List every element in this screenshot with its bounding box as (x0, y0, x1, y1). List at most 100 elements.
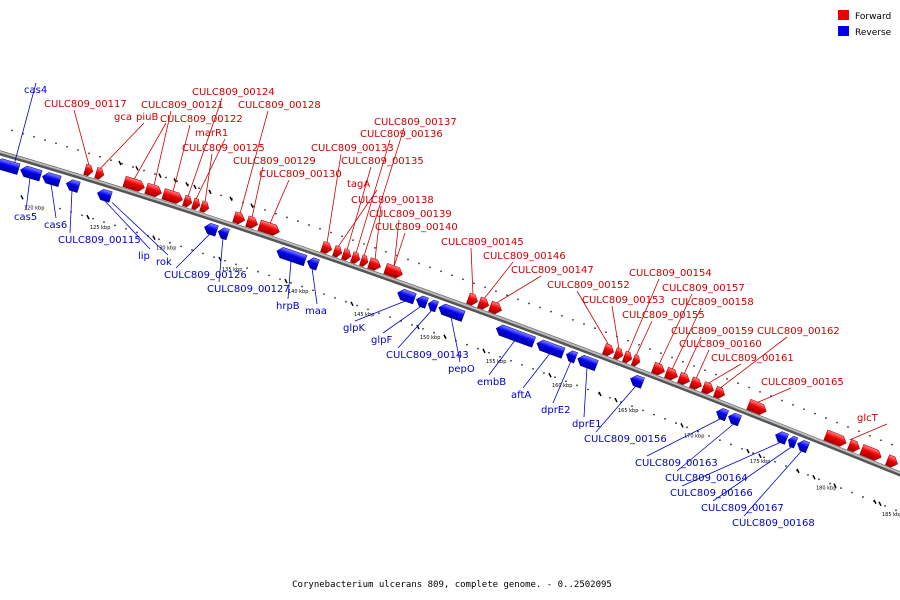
gene-arrow-culc809-00166[interactable] (786, 435, 799, 449)
gene-label-taga[interactable]: tagA (347, 179, 370, 190)
gene-arrow-glct-4[interactable] (885, 454, 899, 469)
gene-label-culc809-00153[interactable]: CULC809_00153 (582, 295, 665, 306)
gene-label-culc809-00157[interactable]: CULC809_00157 (662, 283, 745, 294)
gene-label-culc809-00155[interactable]: CULC809_00155 (622, 310, 705, 321)
gene-arrow-culc809-00158[interactable] (664, 366, 679, 382)
gene-arrow-embb[interactable] (494, 323, 536, 348)
gene-arrow-culc809-00143[interactable] (426, 299, 439, 313)
gene-arrow-culc809-00157[interactable] (651, 361, 666, 377)
gene-label-piub[interactable]: piuB (136, 112, 158, 123)
gene-label-afta[interactable]: aftA (511, 390, 531, 401)
gene-arrow-culc809-00137[interactable] (359, 254, 369, 268)
gene-label-culc809-00166[interactable]: CULC809_00166 (670, 488, 753, 499)
gene-label-rok[interactable]: rok (156, 257, 172, 268)
gene-arrow-culc809-00122[interactable] (161, 188, 184, 206)
gene-label-culc809-00145[interactable]: CULC809_00145 (441, 237, 524, 248)
gene-label-culc809-00127[interactable]: CULC809_00127 (207, 284, 290, 295)
gene-arrow-culc809-00146[interactable] (477, 296, 490, 311)
gene-arrow-culc809-00126[interactable] (217, 226, 230, 241)
gene-arrow-pepo[interactable] (437, 302, 466, 322)
gene-label-cas4[interactable]: cas4 (24, 85, 47, 96)
gene-label-culc809-00139[interactable]: CULC809_00139 (369, 209, 452, 220)
gene-arrow-culc809-00153[interactable] (612, 347, 624, 361)
gene-label-culc809-00163[interactable]: CULC809_00163 (635, 458, 718, 469)
gene-label-marr1[interactable]: marR1 (195, 128, 228, 139)
gene-label-hrpb[interactable]: hrpB (276, 301, 300, 312)
gene-arrow-hrpb[interactable] (306, 256, 320, 271)
gene-label-embb[interactable]: embB (477, 377, 506, 388)
gene-arrow-taga[interactable] (332, 245, 343, 258)
gene-label-culc809-00115[interactable]: CULC809_00115 (58, 235, 141, 246)
gene-arrow-culc809-00130[interactable] (257, 219, 281, 237)
gene-arrow-cas5[interactable] (19, 165, 43, 182)
gene-label-culc809-00133[interactable]: CULC809_00133 (311, 143, 394, 154)
gene-arrow-culc809-00121[interactable] (144, 182, 164, 198)
gene-label-culc809-00160[interactable]: CULC809_00160 (679, 339, 762, 350)
gene-arrow-culc809-00138[interactable] (367, 257, 383, 272)
gene-label-culc809-00168[interactable]: CULC809_00168 (732, 518, 815, 529)
gene-label-culc809-00124[interactable]: CULC809_00124 (192, 87, 275, 98)
gene-arrow-dpre1[interactable] (576, 353, 599, 372)
gene-arrow-culc809-00135[interactable] (341, 248, 352, 262)
gene-arrow-culc809-00136[interactable] (350, 251, 361, 265)
gene-arrow-gca[interactable] (94, 167, 106, 180)
gene-arrow-culc809-00155[interactable] (630, 354, 641, 368)
gene-label-culc809-00122[interactable]: CULC809_00122 (160, 114, 243, 125)
gene-label-culc809-00164[interactable]: CULC809_00164 (665, 473, 748, 484)
gene-arrow-marr1[interactable] (191, 197, 201, 211)
gene-label-dpre2[interactable]: dprE2 (541, 405, 571, 416)
gene-label-culc809-00158[interactable]: CULC809_00158 (671, 297, 754, 308)
gene-arrow-cas4[interactable] (0, 157, 21, 175)
gene-arrow-culc809-00167[interactable] (773, 430, 789, 445)
gene-arrow-culc809-00124[interactable] (182, 194, 194, 208)
gene-arrow-culc809-00152[interactable] (602, 343, 615, 358)
gene-arrow-culc809-00162[interactable] (713, 385, 726, 400)
gene-arrow-glpf[interactable] (414, 294, 429, 309)
gene-arrow-culc809-00129[interactable] (245, 215, 260, 230)
gene-label-gca[interactable]: gca (114, 112, 132, 123)
gene-label-culc809-00159[interactable]: CULC809_00159 (671, 326, 754, 337)
gene-arrow-culc809-00117[interactable] (83, 163, 95, 177)
gene-label-dpre1[interactable]: dprE1 (572, 419, 602, 430)
gene-arrow-culc809-00165[interactable] (746, 398, 769, 416)
gene-arrow-culc809-00168[interactable] (795, 439, 810, 454)
gene-label-culc809-00140[interactable]: CULC809_00140 (375, 222, 458, 233)
gene-arrow-culc809-00163[interactable] (714, 407, 729, 422)
gene-label-culc809-00121[interactable]: CULC809_00121 (141, 100, 224, 111)
gene-label-culc809-00126[interactable]: CULC809_00126 (164, 270, 247, 281)
gene-label-culc809-00117[interactable]: CULC809_00117 (44, 99, 127, 110)
gene-arrow-culc809-00128[interactable] (232, 211, 247, 226)
gene-label-pepo[interactable]: pepO (448, 364, 475, 375)
gene-label-culc809-00138[interactable]: CULC809_00138 (351, 195, 434, 206)
gene-label-culc809-00143[interactable]: CULC809_00143 (386, 350, 469, 361)
gene-label-culc809-00147[interactable]: CULC809_00147 (511, 265, 594, 276)
gene-arrow-culc809-00156[interactable] (628, 373, 645, 389)
gene-label-culc809-00137[interactable]: CULC809_00137 (374, 117, 457, 128)
gene-arrow-dpre2[interactable] (564, 349, 578, 364)
gene-label-culc809-00146[interactable]: CULC809_00146 (483, 251, 566, 262)
gene-label-culc809-00167[interactable]: CULC809_00167 (701, 503, 784, 514)
gene-label-maa[interactable]: maa (305, 306, 327, 317)
gene-label-glpf[interactable]: glpF (371, 335, 392, 346)
gene-arrow-culc809-00133[interactable] (320, 240, 333, 255)
gene-arrow-culc809-00147[interactable] (488, 300, 503, 315)
gene-label-culc809-00165[interactable]: CULC809_00165 (761, 377, 844, 388)
gene-label-culc809-00161[interactable]: CULC809_00161 (711, 353, 794, 364)
gene-arrow-glct-3[interactable] (859, 444, 884, 462)
gene-arrow-culc809-00145[interactable] (466, 292, 479, 307)
gene-arrow-culc809-00164[interactable] (726, 411, 742, 427)
gene-arrow-culc809-00127[interactable] (275, 246, 308, 267)
gene-arrow-culc809-00161[interactable] (701, 381, 715, 396)
gene-label-culc809-00162[interactable]: CULC809_00162 (757, 326, 840, 337)
gene-label-culc809-00136[interactable]: CULC809_00136 (360, 129, 443, 140)
gene-arrow-culc809-00115[interactable] (65, 178, 81, 193)
gene-arrow-cas6[interactable] (41, 171, 62, 188)
gene-label-culc809-00152[interactable]: CULC809_00152 (547, 280, 630, 291)
gene-arrow-lip[interactable] (96, 188, 113, 203)
gene-arrow-culc809-00154[interactable] (621, 350, 633, 364)
gene-arrow-culc809-00159[interactable] (677, 371, 691, 386)
gene-label-culc809-00135[interactable]: CULC809_00135 (341, 156, 424, 167)
gene-arrow-glct-2[interactable] (847, 439, 861, 453)
gene-label-glct[interactable]: glcT (857, 413, 879, 424)
gene-arrow-glct[interactable] (823, 429, 849, 448)
